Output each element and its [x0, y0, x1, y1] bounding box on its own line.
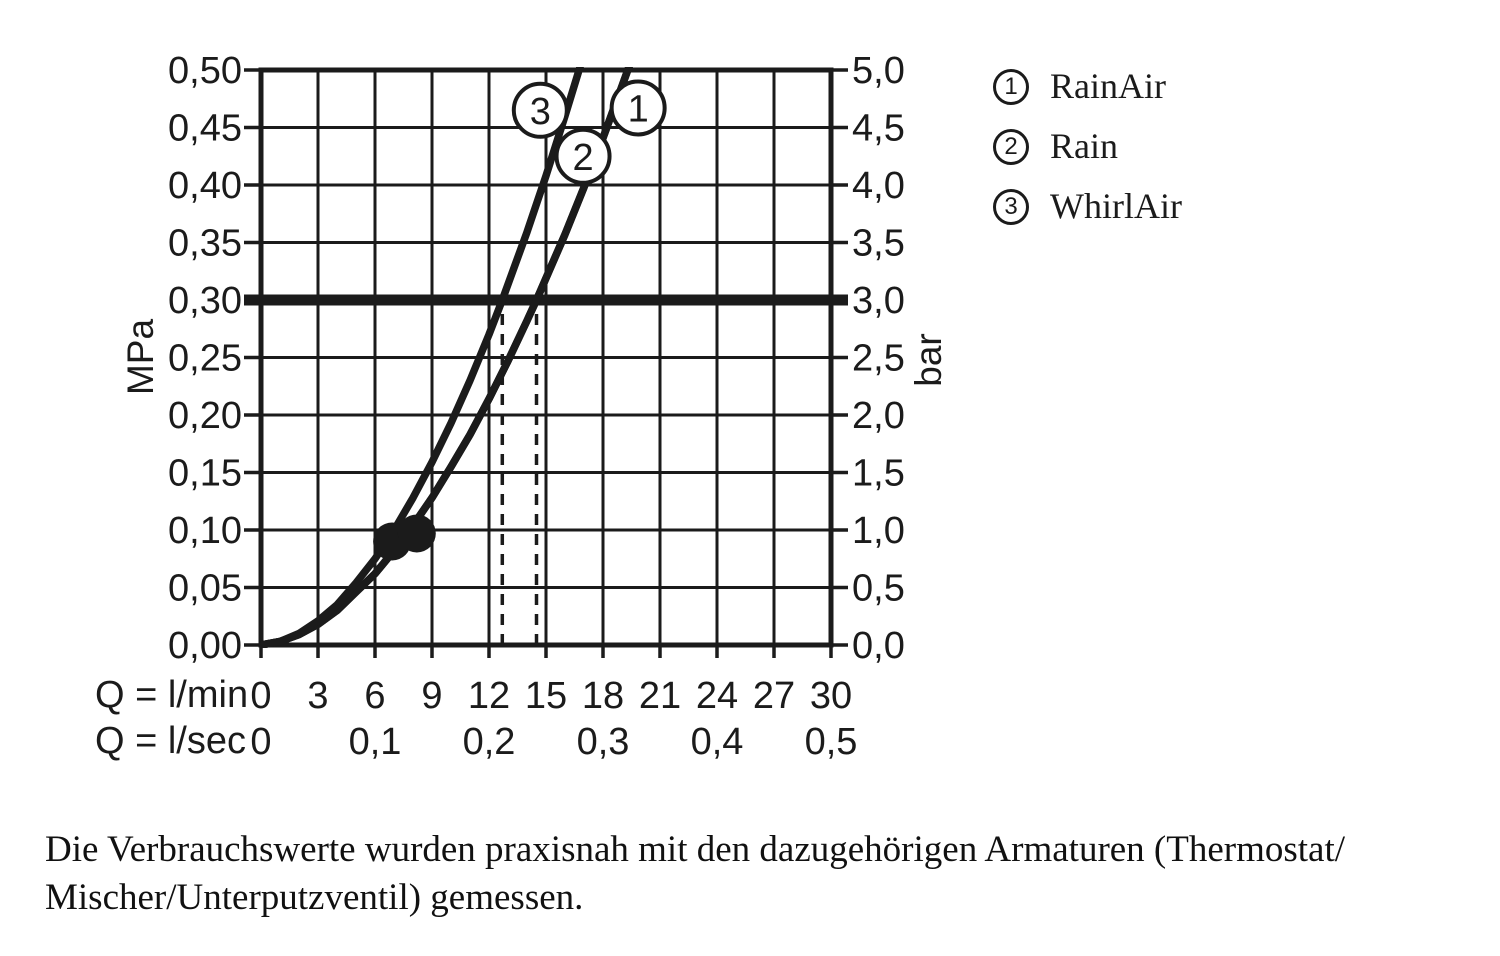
x-lmin-tick-label: 15	[525, 675, 567, 717]
x-axis-lsec-label: Q = l/sec	[95, 720, 246, 762]
y-left-tick-label: 0,15	[168, 453, 242, 495]
curve-badge-number-1: 1	[628, 88, 649, 130]
x-axis-lmin-label: Q = l/min	[95, 674, 249, 716]
curve-badge-circle-2	[554, 127, 612, 185]
x-lmin-tick-label: 24	[696, 675, 738, 717]
y-left-tick-label: 0,25	[168, 338, 242, 380]
legend-label-rain: Rain	[1050, 126, 1118, 166]
x-lsec-tick-label: 0,5	[805, 721, 858, 763]
legend-label-whirlair: WhirlAir	[1050, 186, 1182, 226]
legend-marker-2-icon: 2	[993, 129, 1029, 165]
x-lmin-tick-label: 30	[810, 675, 852, 717]
y-left-tick-label: 0,05	[168, 568, 242, 610]
curve-badge-number-2: 2	[572, 137, 593, 179]
x-lmin-tick-label: 0	[250, 675, 271, 717]
x-lsec-tick-label: 0	[250, 721, 271, 763]
y-right-tick-label: 4,0	[852, 165, 905, 207]
legend: 1 RainAir 2 Rain 3 WhirlAir	[993, 57, 1182, 237]
y-left-tick-label: 0,40	[168, 165, 242, 207]
y-left-tick-label: 0,00	[168, 625, 242, 667]
legend-item-rainair: 1 RainAir	[993, 57, 1182, 117]
y-right-tick-label: 4,5	[852, 108, 905, 150]
x-lmin-tick-label: 3	[307, 675, 328, 717]
y-right-tick-label: 2,0	[852, 395, 905, 437]
curve-whirlair	[260, 67, 584, 648]
y-right-tick-label: 1,0	[852, 510, 905, 552]
x-lmin-tick-label: 18	[582, 675, 624, 717]
x-lmin-tick-label: 27	[753, 675, 795, 717]
footnote-line-2: Mischer/Unterputzventil) gemessen.	[45, 877, 584, 918]
x-lmin-tick-label: 6	[364, 675, 385, 717]
x-lmin-tick-label: 21	[639, 675, 681, 717]
y-left-tick-label: 0,10	[168, 510, 242, 552]
x-lsec-tick-label: 0,4	[691, 721, 744, 763]
y-right-tick-label: 3,5	[852, 223, 905, 265]
y-right-tick-label: 1,5	[852, 453, 905, 495]
legend-item-whirlair: 3 WhirlAir	[993, 177, 1182, 237]
curve-badge-circle-1	[609, 79, 667, 137]
y-right-tick-label: 5,0	[852, 50, 905, 92]
legend-marker-3-icon: 3	[993, 189, 1029, 225]
x-lsec-tick-label: 0,1	[349, 721, 402, 763]
y-right-tick-label: 0,0	[852, 625, 905, 667]
y-right-tick-label: 2,5	[852, 338, 905, 380]
legend-item-rain: 2 Rain	[993, 117, 1182, 177]
x-lsec-tick-label: 0,2	[463, 721, 516, 763]
footnote-line-1: Die Verbrauchswerte wurden praxisnah mit…	[45, 829, 1346, 870]
x-lmin-tick-label: 12	[468, 675, 510, 717]
y-left-tick-label: 0,35	[168, 223, 242, 265]
y-left-tick-label: 0,50	[168, 50, 242, 92]
plot-border	[258, 67, 834, 648]
y-axis-right-unit: bar	[908, 333, 949, 387]
y-right-tick-label: 0,5	[852, 568, 905, 610]
x-lmin-tick-label: 9	[421, 675, 442, 717]
y-right-tick-label: 3,0	[852, 280, 905, 322]
y-axis-left-unit: MPa	[120, 318, 161, 396]
footnote: Die Verbrauchswerte wurden praxisnah mit…	[45, 826, 1345, 922]
marker-dot	[397, 514, 436, 553]
legend-label-rainair: RainAir	[1050, 66, 1166, 106]
y-left-tick-label: 0,30	[168, 280, 242, 322]
curve-badge-number-3: 3	[530, 91, 551, 133]
curve-badge-circle-3	[511, 81, 569, 139]
y-left-tick-label: 0,45	[168, 108, 242, 150]
y-left-tick-label: 0,20	[168, 395, 242, 437]
x-lsec-tick-label: 0,3	[577, 721, 630, 763]
legend-marker-1-icon: 1	[993, 69, 1029, 105]
